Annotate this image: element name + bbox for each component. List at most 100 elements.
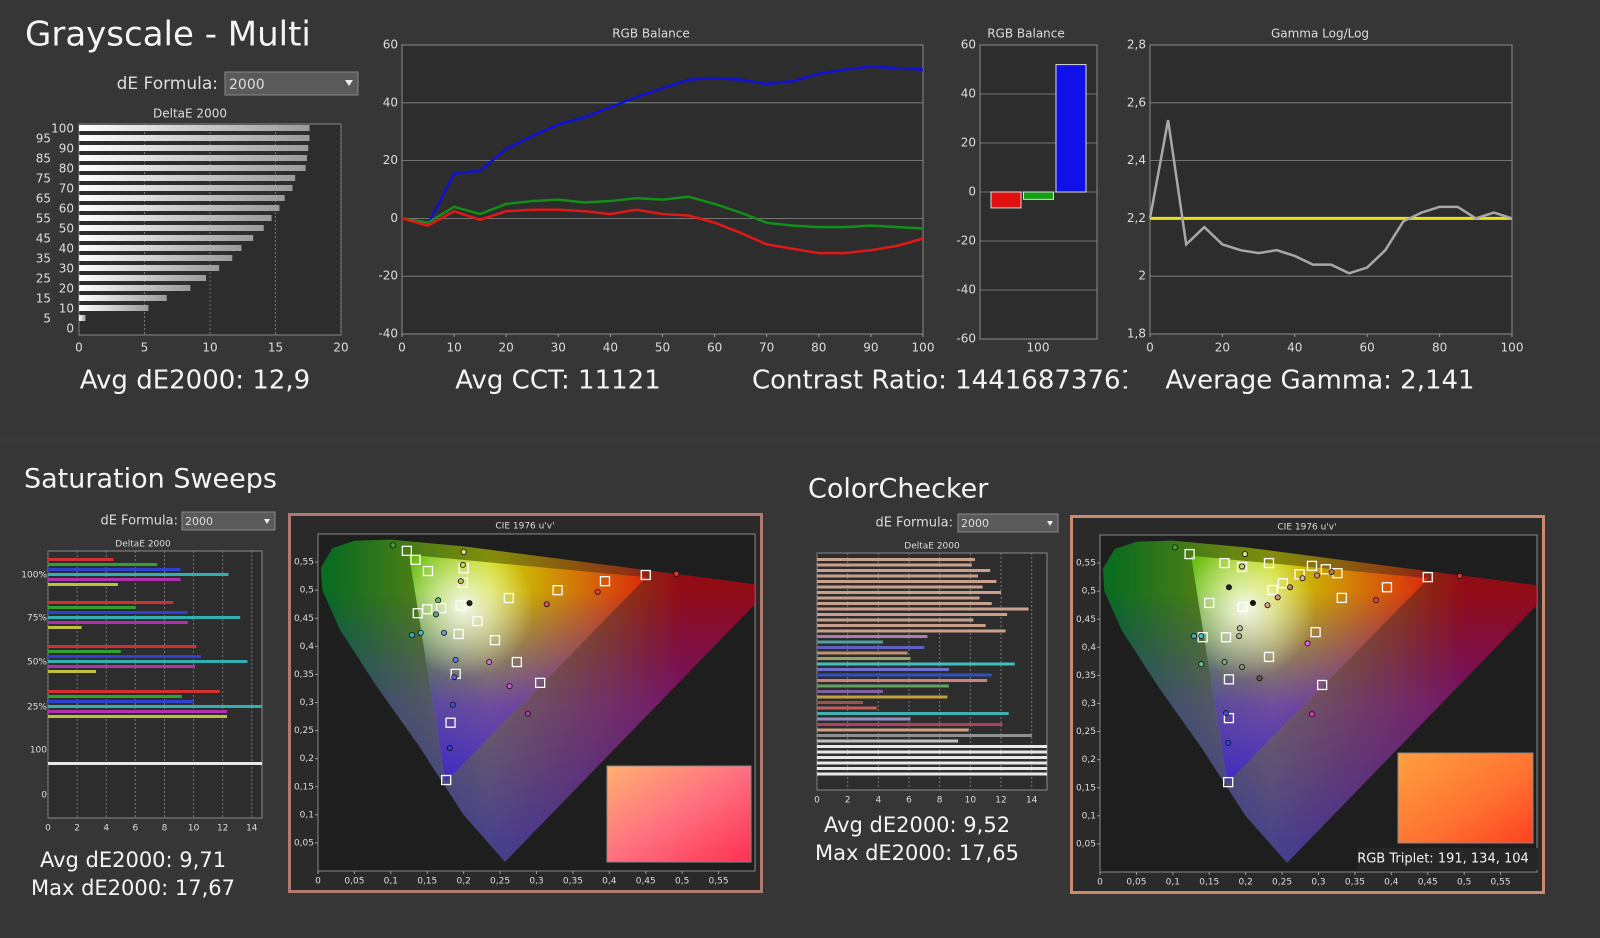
measured-point: [1287, 584, 1294, 591]
bar: [817, 580, 997, 583]
y-tick-label: 0,25: [294, 726, 314, 736]
measured-point: [435, 597, 442, 604]
measured-point: [1236, 633, 1243, 640]
bar: [817, 624, 986, 627]
y-tick-label: 0,55: [1076, 559, 1096, 569]
x-tick-label: 10: [965, 796, 977, 806]
y-tick-label: 100: [51, 122, 74, 136]
x-tick-label: 0,05: [1126, 878, 1146, 888]
bar: [48, 690, 220, 693]
bar: [817, 695, 948, 699]
bar: [817, 662, 1015, 666]
y-tick-label: 0: [41, 791, 47, 801]
y-tick-label: 30: [59, 262, 74, 276]
gamut: [320, 539, 755, 862]
y-tick-label: 100: [30, 746, 47, 756]
y-tick-label: 80: [59, 162, 74, 176]
formula-dropdown[interactable]: [224, 71, 359, 96]
chart-title: DeltaE 2000: [153, 107, 227, 121]
x-tick-label: 8: [937, 796, 943, 806]
measured-point: [449, 701, 456, 708]
section-title: Saturation Sweeps: [24, 464, 277, 495]
target-point: [1263, 651, 1275, 663]
y-tick-label: 75%: [27, 614, 47, 624]
y-tick-label: 85: [36, 152, 51, 166]
chart-title: Gamma Log/Log: [1271, 27, 1369, 41]
x-tick-label: 0,25: [1272, 878, 1292, 888]
bar: [817, 679, 988, 682]
measured-point: [1236, 625, 1243, 632]
bar: [817, 756, 1047, 759]
series-line: [1148, 119, 1513, 275]
bar: [817, 761, 1047, 765]
y-tick-label: 60: [383, 38, 398, 52]
x-tick-label: 12: [995, 796, 1006, 806]
y-tick-label: 65: [36, 192, 51, 206]
measured-point: [1299, 575, 1306, 582]
bar: [817, 690, 883, 693]
bar: [817, 717, 911, 721]
target-point: [503, 592, 514, 604]
x-tick-label: 14: [246, 824, 258, 834]
target-point: [1267, 584, 1278, 596]
x-tick-label: 20: [1215, 341, 1230, 355]
bar: [79, 135, 310, 141]
bar: [79, 125, 310, 131]
measured-point: [1241, 551, 1248, 558]
bar: [48, 645, 197, 648]
target-point: [534, 677, 546, 688]
x-tick-label: 30: [551, 341, 566, 355]
x-tick-label: 0,3: [529, 877, 543, 887]
measured-point: [1256, 675, 1263, 682]
measured-point: [432, 611, 439, 618]
target-point: [552, 585, 563, 596]
x-tick-label: 6: [132, 824, 138, 834]
bar: [48, 670, 97, 673]
x-tick-label: 0,1: [1166, 878, 1180, 888]
y-tick-label: 40: [59, 242, 74, 256]
x-tick-label: 0,5: [1457, 878, 1471, 888]
y-tick-label: 0,1: [1082, 811, 1096, 821]
y-tick-label: 0,3: [300, 698, 314, 708]
summary: Avg dE2000: 9,52: [824, 813, 1010, 837]
y-tick-label: -60: [956, 332, 976, 346]
bar: [817, 701, 863, 704]
y-tick-label: 25%: [27, 703, 47, 713]
formula-dropdown[interactable]: [181, 511, 276, 531]
target-point: [1320, 564, 1331, 575]
bar: [48, 700, 194, 703]
inset: [606, 765, 752, 863]
chart-title: DeltaE 2000: [115, 540, 171, 550]
formula-dropdown[interactable]: [957, 513, 1059, 533]
y-tick-label: 0,2: [1082, 755, 1096, 765]
x-tick-label: 4: [875, 796, 881, 806]
chart-title: RGB Balance: [987, 27, 1065, 41]
series-line: [401, 208, 924, 255]
bar: [817, 728, 969, 732]
x-tick-label: 0,55: [1491, 878, 1511, 888]
bar: [48, 762, 262, 765]
bar: [48, 705, 262, 708]
target-point: [472, 615, 483, 627]
x-tick-label: 0,45: [1418, 878, 1438, 888]
y-tick-label: 2,2: [1127, 211, 1146, 225]
y-tick-label: 0: [66, 322, 74, 336]
y-tick-label: 100%: [21, 571, 47, 581]
target-point: [401, 545, 413, 556]
bar: [79, 215, 272, 221]
measured-point: [408, 632, 415, 639]
x-tick-label: 0: [1097, 878, 1103, 888]
bar: [79, 245, 242, 251]
target-point: [1306, 560, 1318, 572]
y-tick-label: 25: [36, 272, 51, 286]
y-tick-label: 20: [59, 282, 74, 296]
bar: [48, 655, 201, 658]
plot-area: [816, 552, 1048, 791]
target-point: [599, 576, 611, 587]
measured-point: [1456, 573, 1463, 580]
summary: Avg dE2000: 12,9: [80, 366, 310, 396]
bar: [817, 574, 978, 578]
y-tick-label: 0: [390, 211, 398, 225]
y-tick-label: 0,3: [1082, 699, 1096, 709]
